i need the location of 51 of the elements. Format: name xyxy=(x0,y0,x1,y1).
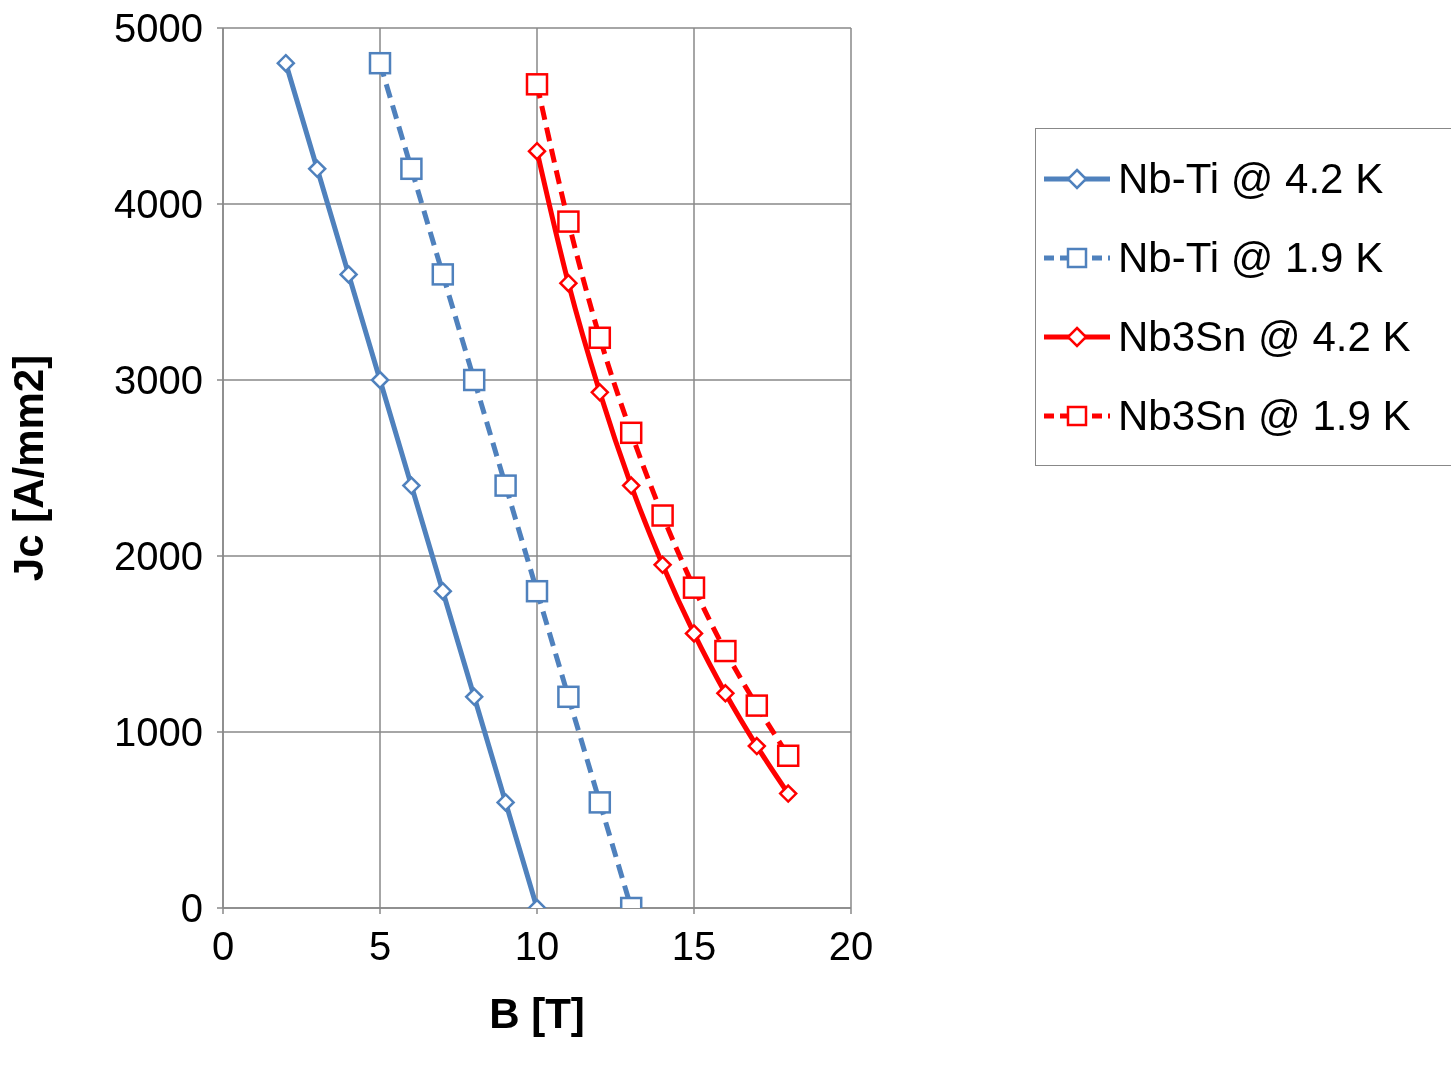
y-tick-label: 3000 xyxy=(114,358,203,403)
point xyxy=(525,73,549,96)
y-tick-label: 1000 xyxy=(114,710,203,755)
point xyxy=(745,694,769,717)
point xyxy=(462,368,486,392)
y-axis-title: Jc [A/mm2] xyxy=(4,354,52,582)
point xyxy=(619,421,643,445)
point xyxy=(496,793,515,812)
x-tick-label: 0 xyxy=(211,924,235,969)
point xyxy=(651,504,674,527)
y-tick-label: 4000 xyxy=(114,182,203,227)
point xyxy=(527,141,547,161)
y-tick-label: 5000 xyxy=(114,6,203,51)
point xyxy=(400,157,423,181)
point xyxy=(431,263,455,286)
point xyxy=(684,624,704,643)
y-tick-label: 2000 xyxy=(114,534,203,579)
point xyxy=(433,581,453,601)
x-tick-label: 5 xyxy=(368,924,392,969)
point xyxy=(557,685,580,709)
point xyxy=(621,476,641,495)
point xyxy=(557,210,580,233)
legend-label: Nb3Sn @ 4.2 K xyxy=(1118,312,1411,361)
point xyxy=(339,265,358,284)
point xyxy=(590,383,610,402)
point xyxy=(402,476,421,495)
legend-label: Nb-Ti @ 1.9 K xyxy=(1118,233,1384,282)
point xyxy=(682,576,706,599)
x-tick-label: 20 xyxy=(828,924,874,969)
point xyxy=(559,273,578,293)
point xyxy=(588,791,612,814)
point xyxy=(747,736,767,756)
point xyxy=(653,555,672,575)
point xyxy=(494,474,517,497)
point xyxy=(307,159,327,179)
legend-label: Nb-Ti @ 4.2 K xyxy=(1118,154,1384,203)
point xyxy=(776,744,800,768)
x-axis-title: B [T] xyxy=(489,990,585,1037)
point xyxy=(588,326,612,350)
point xyxy=(716,684,735,703)
legend-label: Nb3Sn @ 1.9 K xyxy=(1118,391,1411,440)
point xyxy=(368,51,392,75)
y-tick-label: 0 xyxy=(180,886,203,931)
point xyxy=(370,370,390,390)
point xyxy=(778,784,798,803)
point xyxy=(464,687,484,707)
point xyxy=(276,53,296,73)
x-tick-label: 15 xyxy=(671,924,717,969)
point xyxy=(714,639,737,663)
x-tick-label: 10 xyxy=(514,924,560,969)
point xyxy=(525,579,549,603)
